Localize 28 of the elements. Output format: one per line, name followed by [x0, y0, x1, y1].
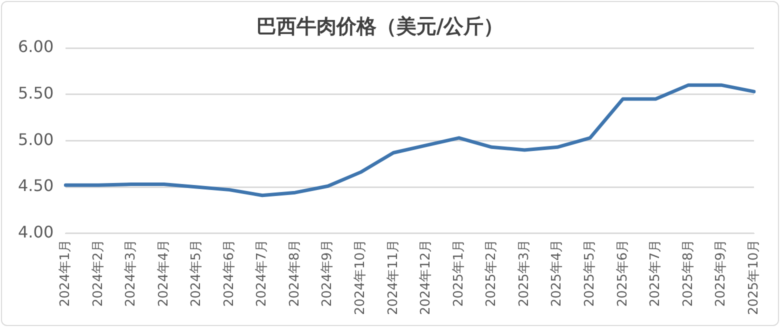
x-tick-label: 2024年12月: [418, 239, 434, 316]
x-tick-label: 2025年5月: [582, 239, 598, 307]
x-tick-label: 2025年3月: [516, 239, 532, 307]
x-tick-label: 2024年11月: [386, 239, 401, 316]
x-tick-label: 2024年4月: [156, 239, 172, 307]
y-tick-label: 4.00: [18, 222, 54, 242]
x-tick-label: 2025年8月: [680, 239, 696, 307]
x-tick-label: 2024年5月: [189, 239, 204, 307]
x-tick-label: 2024年3月: [124, 239, 139, 307]
x-tick-label: 2024年9月: [320, 239, 336, 307]
y-tick-label: 4.50: [18, 176, 54, 196]
x-tick-label: 2025年2月: [484, 239, 500, 307]
x-tick-label: 2025年6月: [615, 239, 630, 307]
y-tick-label: 6.00: [18, 37, 54, 56]
y-tick-label: 5.00: [18, 130, 54, 149]
x-tick-label: 2024年2月: [90, 239, 106, 307]
x-tick-label: 2024年8月: [287, 239, 302, 307]
x-tick-label: 2025年7月: [648, 239, 664, 307]
x-tick-label: 2024年10月: [353, 239, 368, 316]
x-tick-label: 2025年9月: [714, 239, 729, 307]
x-tick-label: 2025年10月: [746, 239, 762, 316]
x-tick-label: 2024年7月: [254, 239, 270, 307]
chart-title: 巴西牛肉价格（美元/公斤）: [256, 14, 504, 38]
y-tick-label: 5.50: [18, 84, 54, 102]
x-tick-label: 2024年6月: [222, 239, 237, 307]
x-tick-label: 2024年1月: [58, 239, 73, 307]
x-tick-label: 2025年1月: [451, 239, 466, 307]
x-tick-label: 2025年4月: [550, 239, 565, 307]
